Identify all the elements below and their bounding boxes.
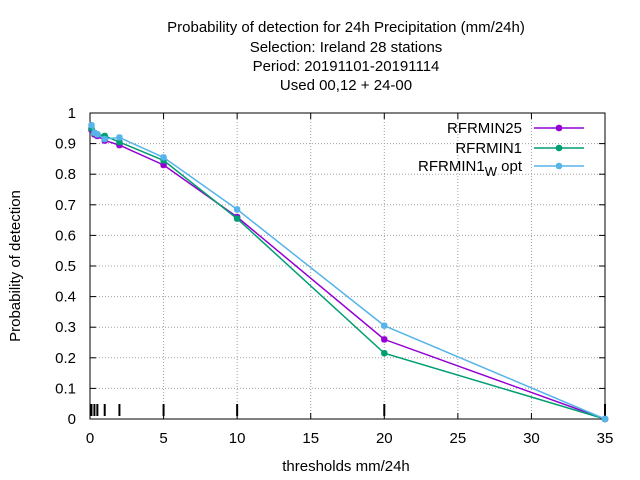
legend-label: RFRMIN1 xyxy=(455,140,522,157)
marker-diag2 xyxy=(94,131,101,138)
series-lines xyxy=(88,122,609,423)
y-tick-label: 0.6 xyxy=(55,227,76,244)
data-point xyxy=(160,154,167,161)
marker-diag2 xyxy=(160,154,167,161)
x-axis-label: thresholds mm/24h xyxy=(282,458,410,475)
y-tick-label: 0.4 xyxy=(55,289,76,306)
marker-diag2 xyxy=(555,124,563,132)
legend-entry-3: RFRMIN1W opt xyxy=(418,158,584,179)
y-tick-label: 0 xyxy=(68,411,76,428)
data-point xyxy=(88,122,95,129)
legend-label-subscript: W xyxy=(485,164,498,179)
y-axis-label: Probability of detection xyxy=(7,190,24,342)
legend-label-main: RFRMIN1 xyxy=(455,140,522,157)
legend-entry-2: RFRMIN1 xyxy=(455,140,584,157)
y-tick-label: 0.3 xyxy=(55,319,76,336)
legend-label-main: RFRMIN25 xyxy=(447,120,522,137)
data-point xyxy=(381,350,388,357)
marker-diag2 xyxy=(101,135,108,143)
marker-diag2 xyxy=(381,322,388,329)
legend-marker xyxy=(555,162,563,170)
axes xyxy=(89,112,606,420)
title-line-3: Period: 20191101-20191114 xyxy=(253,58,440,75)
marker-diag2 xyxy=(233,206,241,213)
marker-diag2 xyxy=(555,144,563,152)
marker-diag2 xyxy=(116,134,123,141)
series-2 xyxy=(88,125,609,423)
marker-diag2 xyxy=(88,122,95,129)
y-tick-label: 0.8 xyxy=(55,166,76,183)
marker-diag2 xyxy=(381,350,388,357)
data-point xyxy=(94,131,101,138)
data-point xyxy=(601,415,609,423)
data-point xyxy=(233,215,241,222)
data-point xyxy=(116,134,123,141)
series-3 xyxy=(88,122,609,423)
data-point xyxy=(101,135,108,143)
legend-entry-1: RFRMIN25 xyxy=(447,120,584,137)
data-point xyxy=(381,322,388,329)
legend-marker xyxy=(555,124,563,132)
y-tick-label: 0.2 xyxy=(55,350,76,367)
series-line xyxy=(90,129,606,420)
x-tick-label: 20 xyxy=(376,430,393,447)
x-tick-label: 0 xyxy=(86,430,94,447)
legend-marker xyxy=(555,144,563,152)
title-line-1: Probability of detection for 24h Precipi… xyxy=(167,19,525,36)
marker-diag2 xyxy=(233,215,241,222)
x-tick-label: 25 xyxy=(450,430,467,447)
x-tick-label: 30 xyxy=(523,430,540,447)
series-line xyxy=(90,127,606,420)
grid xyxy=(90,113,605,419)
y-tick-label: 0.1 xyxy=(55,380,76,397)
x-tick-label: 35 xyxy=(597,430,614,447)
x-axis-ticks: 0 5 10 15 20 25 30 35 xyxy=(86,113,614,447)
series-1 xyxy=(88,126,609,423)
threshold-markers xyxy=(90,404,606,416)
legend-label: RFRMIN1W opt xyxy=(418,158,523,179)
y-tick-label: 0.9 xyxy=(55,136,76,153)
y-axis-ticks: 0 0.1 0.2 0.3 0.4 0.5 0.6 0.7 0.8 0.9 1 xyxy=(55,105,605,428)
data-point xyxy=(381,336,388,343)
marker-diag2 xyxy=(381,336,388,343)
x-tick-label: 15 xyxy=(302,430,319,447)
plot-frame xyxy=(89,112,606,420)
data-point xyxy=(233,206,241,213)
legend-label-suffix: opt xyxy=(497,158,523,175)
title-line-2: Selection: Ireland 28 stations xyxy=(250,39,443,56)
chart-title: Probability of detection for 24h Precipi… xyxy=(167,19,525,94)
x-tick-label: 10 xyxy=(229,430,246,447)
marker-diag2 xyxy=(555,162,563,170)
y-tick-label: 1 xyxy=(68,105,76,122)
y-tick-label: 0.5 xyxy=(55,258,76,275)
x-tick-label: 5 xyxy=(159,430,167,447)
marker-diag2 xyxy=(601,415,609,423)
title-line-4: Used 00,12 + 24-00 xyxy=(280,77,412,94)
legend-label: RFRMIN25 xyxy=(447,120,522,137)
legend-label-main: RFRMIN1 xyxy=(418,158,485,175)
y-tick-label: 0.7 xyxy=(55,197,76,214)
